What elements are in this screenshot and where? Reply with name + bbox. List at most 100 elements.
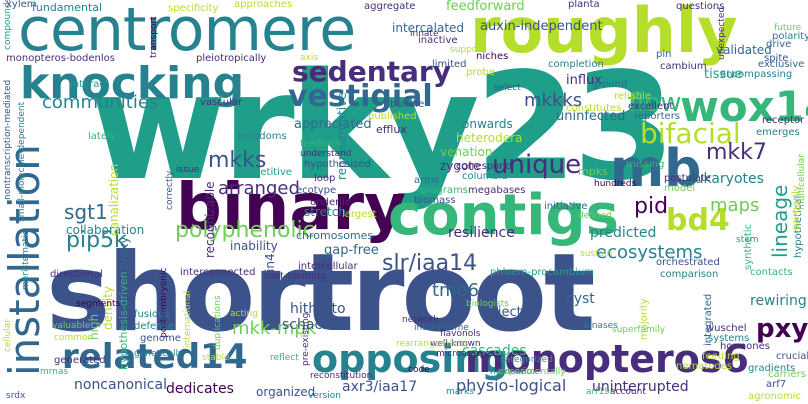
word: wuschel	[706, 323, 747, 334]
word: innate	[410, 29, 439, 39]
word: hitherto	[290, 301, 346, 317]
word: arf19	[586, 387, 610, 397]
word: correctly	[165, 170, 175, 210]
word: small-molecule-dependent	[17, 101, 27, 222]
word: published	[368, 111, 417, 122]
word: hypothesized	[304, 159, 371, 170]
word: feeding	[702, 351, 740, 362]
word: polarity	[772, 31, 808, 42]
word: phloem-procambium	[490, 267, 595, 278]
word: duplications	[213, 295, 223, 350]
word: comparison	[660, 269, 719, 280]
word: auxin-independent	[480, 19, 603, 34]
word: lineage	[768, 184, 792, 258]
word: constitutes	[566, 103, 622, 114]
word: categorized	[500, 355, 553, 365]
word: zygote	[440, 159, 481, 173]
word: fundamental	[32, 1, 103, 14]
word: uninterrupted	[592, 379, 689, 395]
word: reliable	[614, 91, 652, 102]
word: underlie	[310, 197, 351, 208]
word: flavonols	[440, 329, 481, 339]
word: srdx	[6, 391, 26, 401]
word: inability	[230, 239, 278, 253]
word: interconnected	[180, 267, 256, 278]
word: reconstitution	[310, 371, 373, 381]
word: bundle	[390, 99, 425, 110]
word: onwards	[462, 117, 513, 131]
word: unique	[492, 150, 582, 180]
word: roughly	[470, 0, 738, 67]
word: mkk-mpk	[232, 318, 317, 339]
word: gap-free	[324, 243, 379, 258]
word: megabases	[468, 185, 526, 196]
word: slr/iaa14	[382, 251, 478, 276]
word: loop	[314, 173, 336, 184]
word: multicellular	[797, 154, 807, 210]
word: organized	[256, 385, 316, 399]
word: completion	[548, 59, 604, 70]
word: segments	[76, 299, 121, 309]
word: cellular	[3, 319, 13, 352]
word: interact	[70, 79, 109, 90]
word: cyst	[566, 291, 595, 307]
word: pid	[634, 194, 669, 219]
word: biomass	[414, 195, 456, 206]
word: biologists	[466, 299, 509, 309]
word: appreciated	[294, 117, 372, 132]
word: physio-logical	[456, 376, 567, 395]
word: directional	[50, 269, 103, 280]
word: feedback	[300, 139, 342, 149]
word: gradients	[748, 363, 796, 374]
word: issue	[176, 165, 200, 175]
word: missing	[626, 159, 665, 170]
word: axr3/iaa17	[342, 379, 418, 395]
word: stable	[202, 353, 230, 363]
word: acting	[230, 309, 258, 319]
word: canalization	[107, 163, 121, 236]
word: planta	[568, 0, 600, 10]
word: mkk7	[706, 140, 767, 165]
word: influx	[566, 73, 602, 88]
word: unexpected	[717, 6, 727, 60]
word: inactive	[418, 35, 458, 46]
word: sgt1	[64, 200, 108, 224]
word: validated	[716, 43, 772, 57]
word: wox14	[680, 82, 808, 131]
word: questions	[676, 1, 725, 12]
word: encompassing	[720, 69, 793, 80]
word: exclusive	[758, 59, 805, 70]
word: superfamily	[612, 325, 666, 335]
word: network	[402, 315, 439, 325]
word: meristematic	[21, 230, 31, 290]
word: recognizable	[203, 181, 217, 258]
word: lately	[88, 131, 116, 142]
word: contigs	[388, 183, 619, 248]
word: tissue	[704, 67, 743, 82]
word: contacts	[750, 267, 793, 278]
word: defined	[578, 211, 612, 221]
word: venation	[440, 145, 493, 159]
word: pin	[656, 49, 672, 60]
word: nematodes	[676, 361, 733, 372]
word: eukaryotes	[686, 171, 764, 187]
word: root-forming	[264, 271, 327, 282]
word: drive	[766, 39, 792, 50]
word: schachtii	[282, 317, 345, 333]
word: binary	[176, 171, 406, 245]
word: ground	[592, 79, 628, 90]
word: probe	[466, 67, 495, 78]
word: nontranscription-mediated	[3, 79, 13, 200]
word: related14	[62, 337, 248, 377]
word: select	[494, 83, 521, 93]
word: stem	[736, 235, 759, 245]
word: intercalated	[392, 21, 465, 35]
word: pleiotropically	[196, 53, 267, 64]
word: microarrays	[436, 349, 490, 359]
word: account	[610, 387, 646, 397]
word: mkks	[208, 148, 267, 173]
word: wrky23	[90, 41, 676, 213]
word: valuable	[52, 321, 91, 331]
word: resilience	[448, 225, 515, 241]
word: reflect	[270, 353, 299, 363]
